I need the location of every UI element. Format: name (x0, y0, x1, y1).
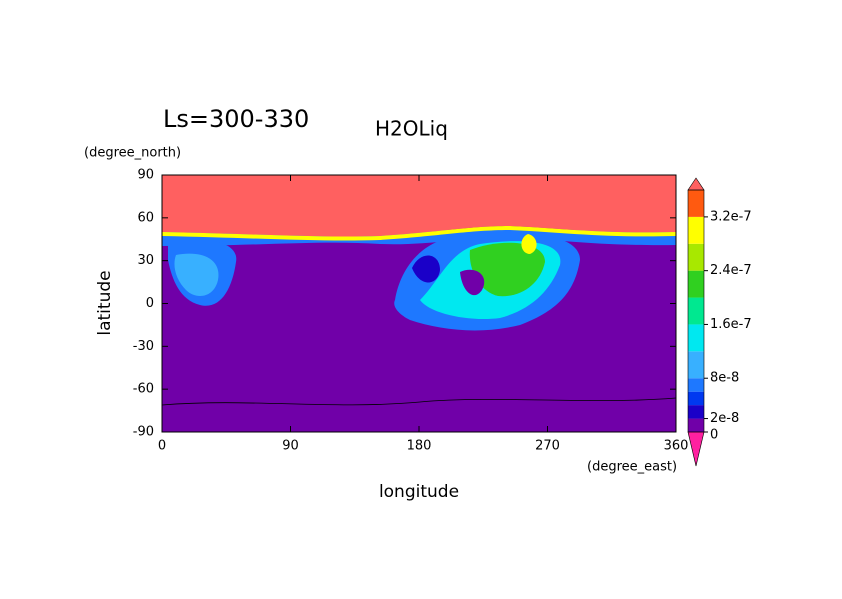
colorbar-band (688, 243, 704, 271)
colorbar-over (687, 177, 705, 191)
colorbar-band (688, 190, 704, 217)
colorbar-band (688, 378, 704, 392)
x-axis-label: longitude (379, 482, 459, 502)
x-tick-label: 180 (407, 439, 432, 454)
field-hole (460, 269, 485, 296)
y-tick-label: 0 (146, 296, 154, 311)
subtitle: Ls=300-330 (163, 105, 309, 133)
x-unit: (degree_east) (587, 460, 677, 475)
colorbar-tick-label: 2.4e-7 (710, 263, 752, 278)
x-tick-label: 360 (664, 439, 689, 454)
colorbar-tick-label: 2e-8 (710, 411, 739, 426)
title: H2OLiq (375, 117, 448, 141)
colorbar-tick-label: 1.6e-7 (710, 317, 752, 332)
colorbar-band (688, 351, 704, 379)
field-pacific-core (469, 242, 545, 297)
y-axis-label: latitude (95, 270, 115, 335)
y-tick-label: -60 (133, 382, 154, 397)
field-front (162, 226, 676, 241)
colorbar-band (688, 391, 704, 406)
y-tick-label: 30 (137, 253, 154, 268)
colorbar-tick-label: 0 (710, 428, 718, 443)
colorbar-tick-label: 3.2e-7 (710, 209, 752, 224)
colorbar-tick-label: 8e-8 (710, 371, 739, 386)
colorbar-frame (687, 189, 705, 433)
x-tick-label: 90 (282, 439, 299, 454)
colorbar-band (688, 270, 704, 298)
field-africa-core (174, 253, 219, 296)
colorbar-band (688, 216, 704, 244)
y-unit: (degree_north) (84, 146, 181, 161)
y-tick-label: -30 (133, 339, 154, 354)
coastline (162, 397, 676, 406)
colorbar-band (688, 405, 704, 419)
contour-fields (162, 175, 676, 432)
colorbar-band (688, 297, 704, 325)
x-tick-label: 0 (158, 439, 166, 454)
colorbar-under (687, 431, 705, 467)
y-tick-label: 90 (137, 168, 154, 183)
colorbar-band (688, 324, 704, 352)
field-polar (162, 175, 676, 237)
y-tick-label: 60 (137, 210, 154, 225)
x-tick-label: 270 (535, 439, 560, 454)
field-hole2 (412, 255, 440, 283)
field-peak (521, 234, 537, 254)
y-tick-label: -90 (133, 425, 154, 440)
colorbar-band (688, 418, 704, 432)
